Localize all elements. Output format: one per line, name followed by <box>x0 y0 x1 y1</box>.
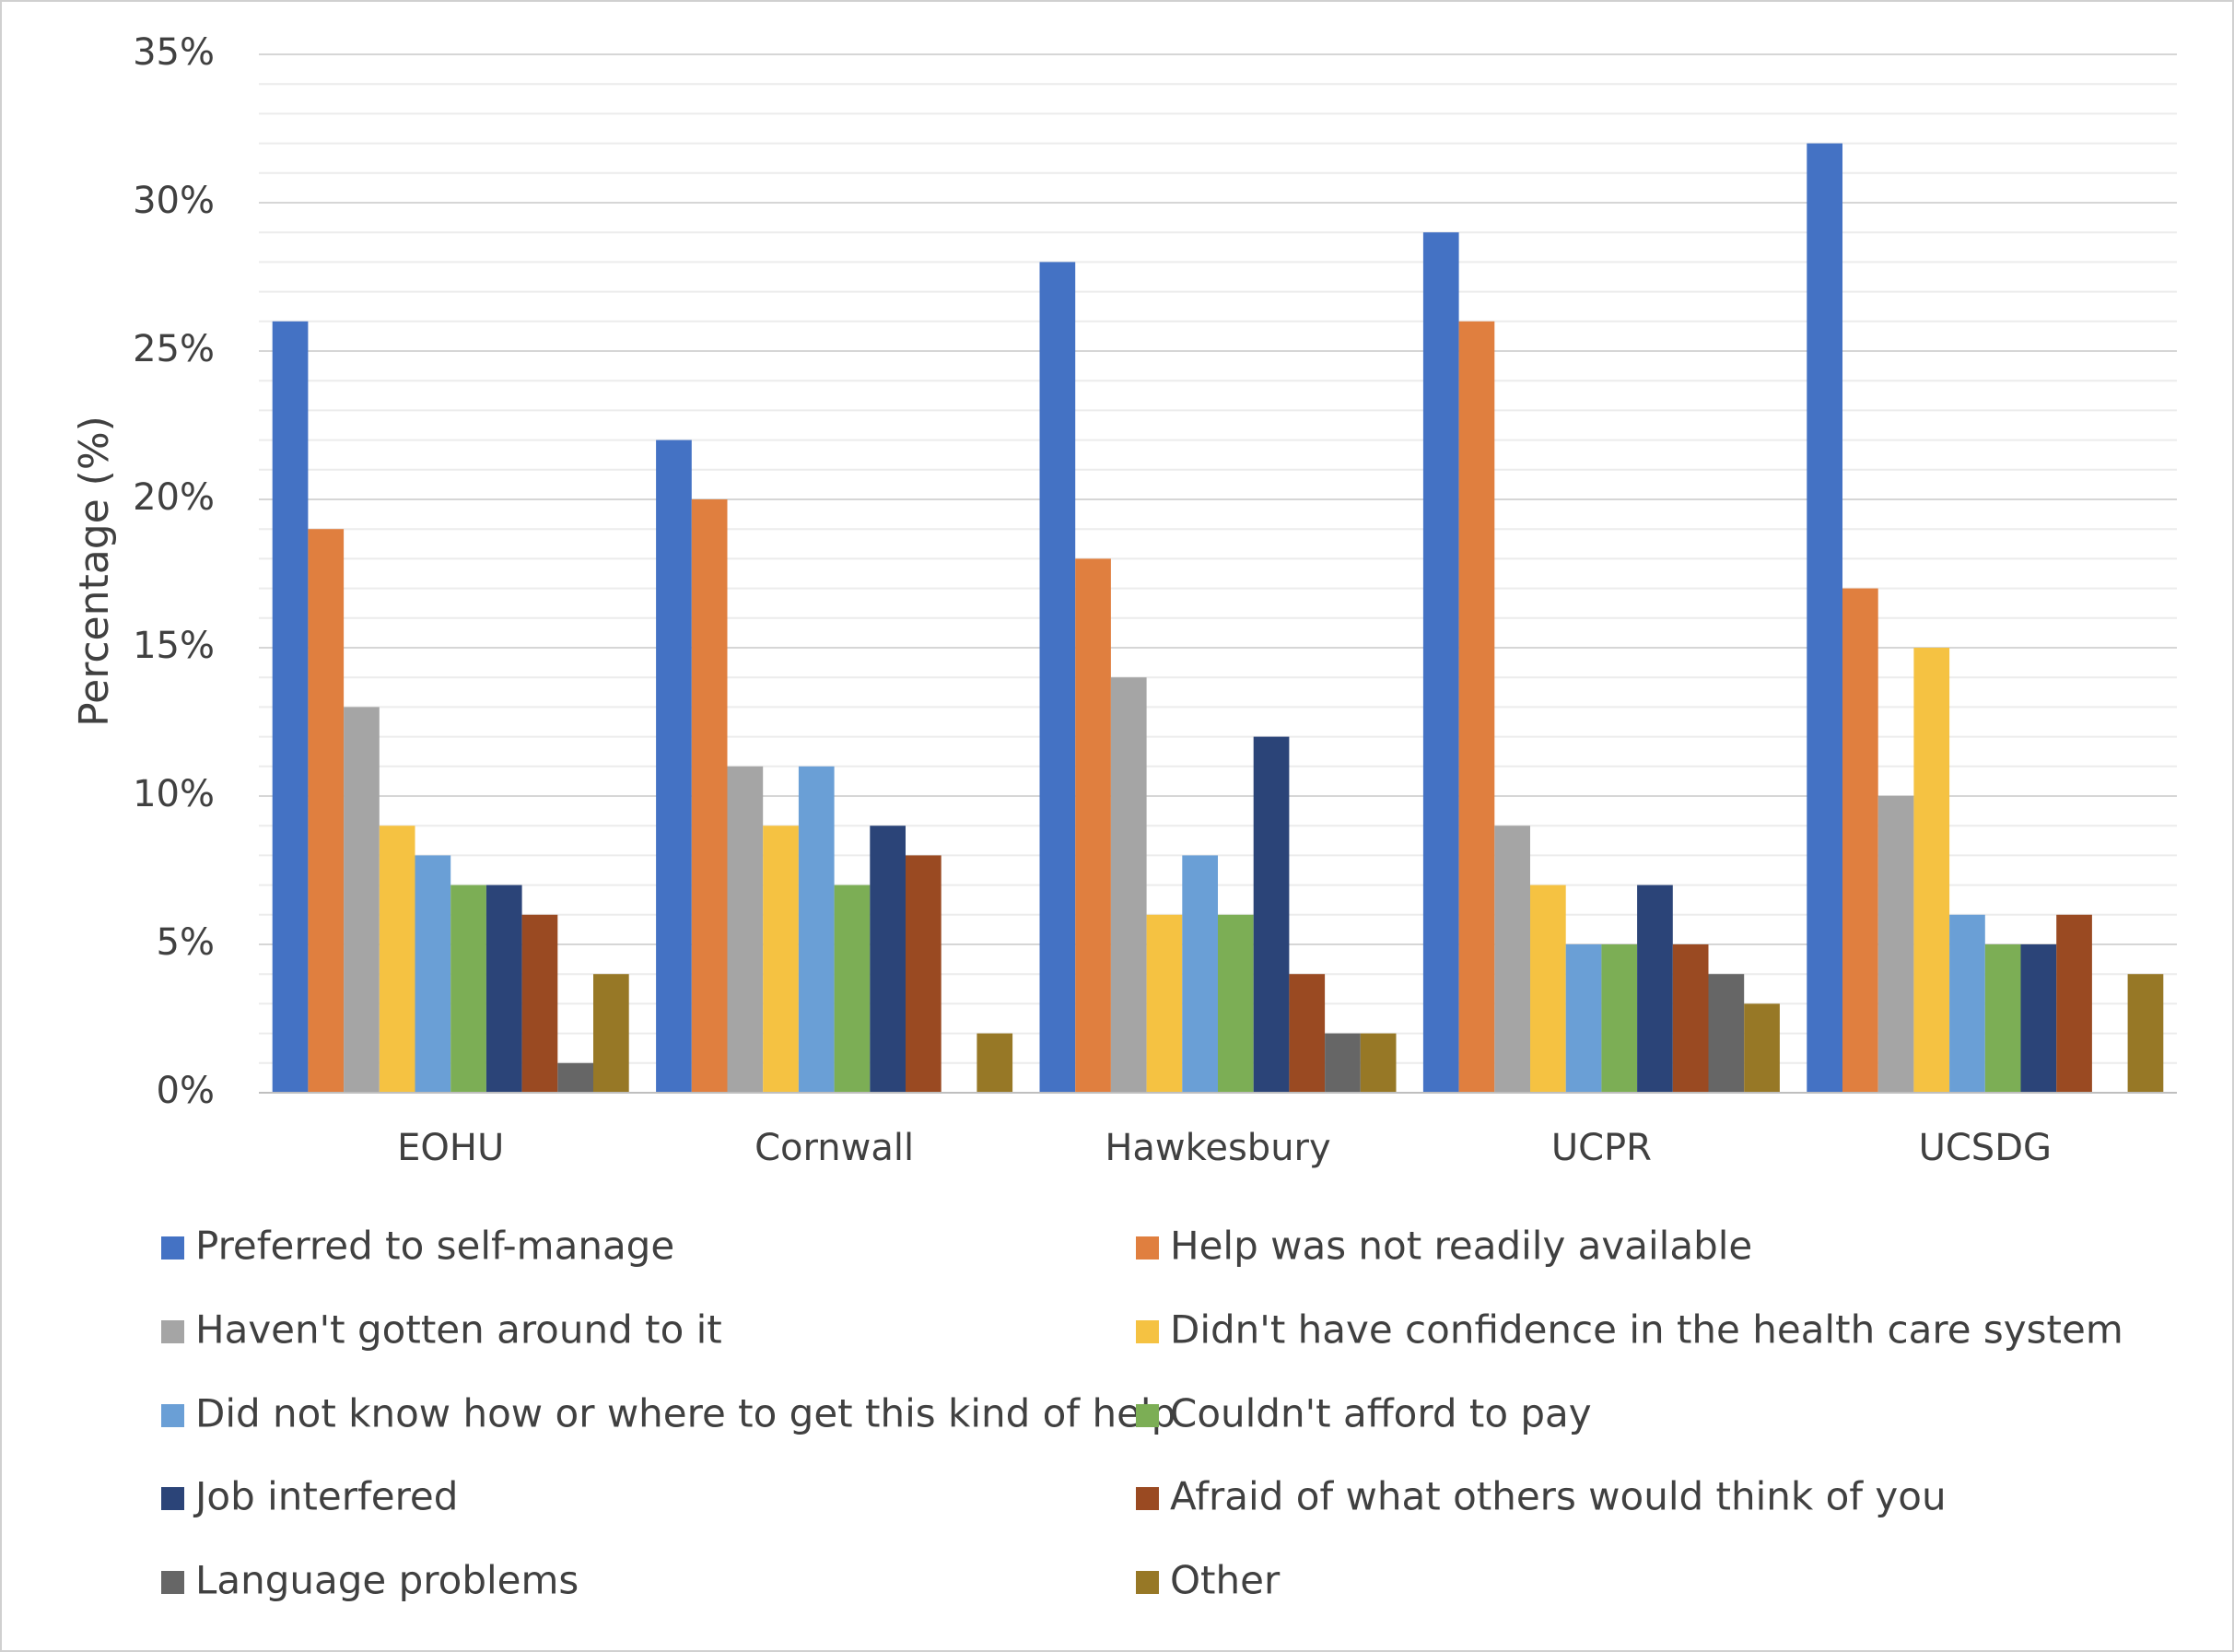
bar <box>1807 143 1842 1094</box>
legend-label: Job interfered <box>193 1474 458 1519</box>
bar <box>2056 914 2092 1093</box>
x-tick-label: Hawkesbury <box>1105 1127 1330 1169</box>
bar <box>1877 796 1914 1093</box>
bar <box>1708 974 1745 1093</box>
bar <box>1458 321 1495 1093</box>
bar <box>1601 944 1638 1093</box>
legend-swatch <box>1136 1487 1159 1510</box>
x-tick-label: UCSDG <box>1919 1127 2052 1169</box>
bar <box>1984 944 2021 1093</box>
x-tick-label: Cornwall <box>754 1127 914 1169</box>
y-tick-label: 15% <box>133 625 215 667</box>
legend-label: Haven't gotten around to it <box>195 1307 722 1353</box>
bar <box>1565 944 1602 1093</box>
legend-swatch <box>161 1320 184 1343</box>
legend-swatch <box>1136 1236 1159 1260</box>
legend-label: Other <box>1170 1558 1281 1603</box>
bar <box>1182 855 1218 1093</box>
bar <box>521 914 558 1093</box>
bar <box>1672 944 1709 1093</box>
x-tick-label: UCPR <box>1551 1127 1652 1169</box>
y-tick-label: 10% <box>133 773 215 815</box>
bar <box>1494 826 1530 1093</box>
bar <box>1289 974 1326 1093</box>
bar <box>1039 262 1076 1093</box>
bar <box>1110 677 1147 1093</box>
legend-swatch <box>1136 1571 1159 1594</box>
legend-swatch <box>161 1404 184 1427</box>
y-tick-label: 5% <box>157 921 215 964</box>
bar <box>450 885 486 1093</box>
bar <box>977 1033 1013 1093</box>
bar <box>691 499 728 1093</box>
legend-label: Preferred to self-manage <box>195 1224 674 1269</box>
y-axis-label: Percentage (%) <box>71 416 118 727</box>
bar <box>1218 914 1254 1093</box>
legend-label: Couldn't afford to pay <box>1170 1391 1592 1436</box>
legend-label: Did not know how or where to get this ki… <box>195 1391 1175 1436</box>
bar <box>834 885 871 1093</box>
x-tick-label: EOHU <box>397 1127 504 1169</box>
bar <box>2020 944 2057 1093</box>
bar <box>557 1062 593 1093</box>
y-tick-label: 30% <box>133 180 215 222</box>
y-tick-label: 35% <box>133 31 215 74</box>
bar <box>415 855 451 1093</box>
bar <box>379 826 415 1093</box>
legend-swatch <box>161 1236 184 1260</box>
bar <box>1075 558 1111 1093</box>
y-tick-label: 0% <box>157 1070 215 1112</box>
legend-swatch <box>161 1571 184 1594</box>
bar <box>1637 885 1673 1093</box>
legend-swatch <box>1136 1404 1159 1427</box>
bar <box>656 439 692 1094</box>
legend-label: Language problems <box>195 1558 579 1603</box>
bar <box>272 321 309 1093</box>
bar <box>1744 1003 1780 1093</box>
bar <box>1842 588 1878 1093</box>
bar <box>1913 648 1950 1093</box>
bar <box>1253 736 1290 1093</box>
legend-swatch <box>161 1487 184 1510</box>
bar <box>1146 914 1183 1093</box>
bar <box>344 707 380 1093</box>
y-tick-label: 25% <box>133 328 215 370</box>
bar <box>485 885 522 1093</box>
bar <box>593 974 629 1093</box>
bar <box>1530 885 1566 1093</box>
y-tick-label: 20% <box>133 476 215 519</box>
bar <box>1949 914 1985 1093</box>
bar <box>798 766 835 1093</box>
bar <box>308 529 345 1093</box>
bar <box>906 855 942 1093</box>
bar <box>870 826 906 1093</box>
legend-label: Afraid of what others would think of you <box>1170 1474 1947 1519</box>
bar <box>1360 1033 1397 1093</box>
bar <box>2127 974 2164 1093</box>
bar <box>1422 232 1459 1093</box>
bar <box>763 826 799 1093</box>
legend-label: Didn't have confidence in the health car… <box>1170 1307 2123 1353</box>
legend-swatch <box>1136 1320 1159 1343</box>
bar <box>727 766 764 1093</box>
bar <box>1325 1033 1361 1093</box>
legend-label: Help was not readily available <box>1170 1224 1752 1269</box>
